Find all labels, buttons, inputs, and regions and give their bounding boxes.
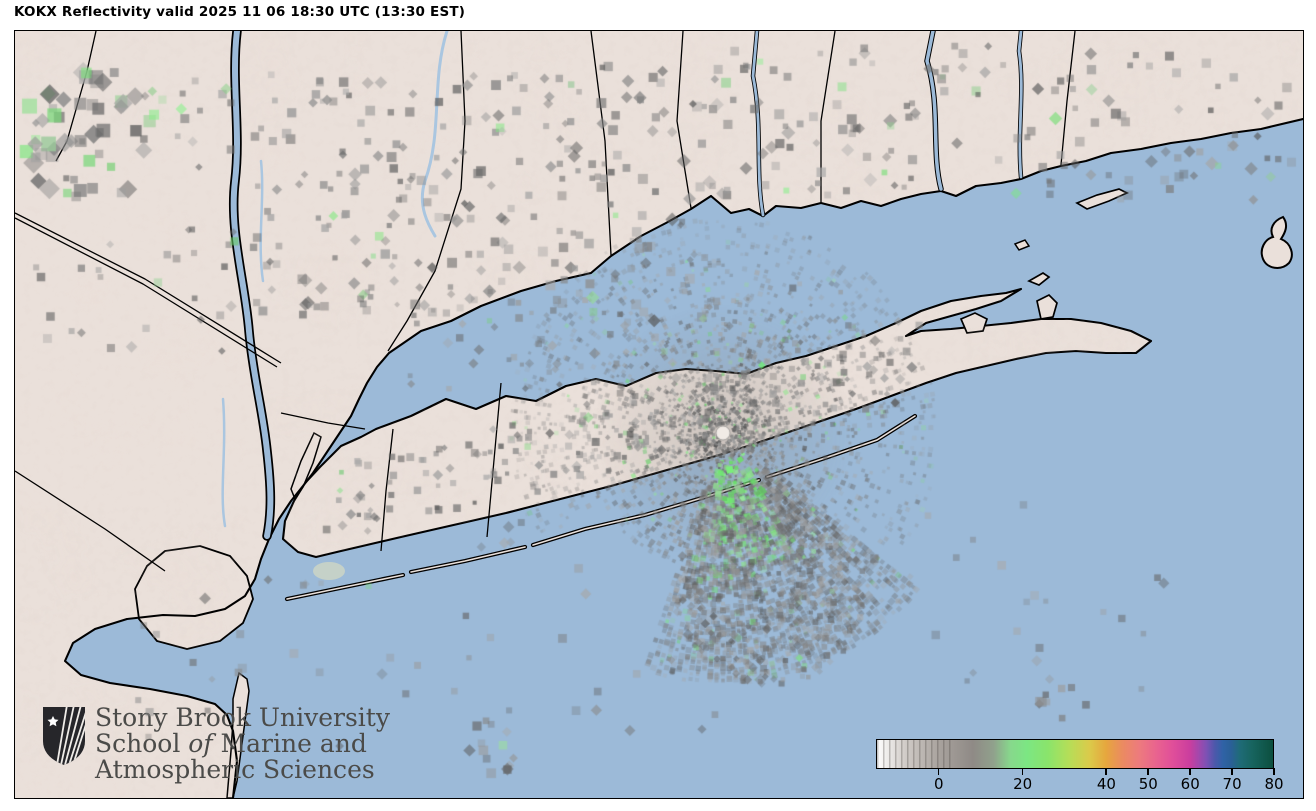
colorbar-tick [1273,768,1275,775]
map-frame: Stony Brook University School of Marine … [14,30,1304,799]
sbu-logo-line3: Atmospheric Sciences [95,755,375,784]
colorbar-tick [1021,768,1024,775]
colorbar-tick-label: 20 [1013,775,1033,793]
colorbar-tick [1189,768,1191,775]
colorbar-tick-label: 50 [1138,775,1158,793]
sbu-logo: Stony Brook University School of Marine … [41,705,390,783]
colorbar-stripes [877,740,953,768]
colorbar-tick [937,768,940,775]
colorbar-gradient [876,739,1274,769]
basemap-svg [15,31,1303,798]
colorbar-tick-label: 0 [934,775,944,793]
sbu-logo-line2: School of Marine and [95,729,367,758]
colorbar-tick-label: 60 [1180,775,1200,793]
colorbar-tick [1147,768,1149,775]
colorbar-tick-label: 70 [1222,775,1242,793]
colorbar-tick-label: 80 [1264,775,1284,793]
sbu-logo-text: Stony Brook University School of Marine … [95,705,390,783]
sbu-logo-line1: Stony Brook University [95,703,390,732]
colorbar-tick [1231,768,1233,775]
colorbar-tick-label: 40 [1096,775,1116,793]
jamaica-bay-marsh [313,562,345,580]
thames-river [1016,31,1024,180]
page-title: KOKX Reflectivity valid 2025 11 06 18:30… [14,4,466,20]
stony-brook-shield-icon [43,707,85,765]
reflectivity-colorbar: 0 20 40 50 60 70 80 [876,739,1284,793]
colorbar-tick [1105,768,1107,775]
